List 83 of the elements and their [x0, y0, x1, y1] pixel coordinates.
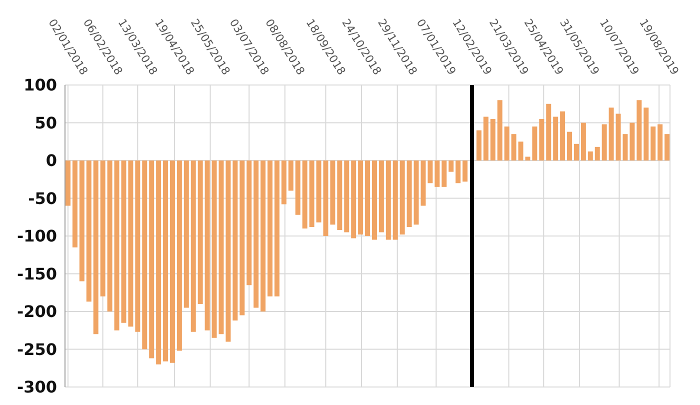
bar [337, 160, 342, 230]
y-tick-label: 50 [34, 113, 57, 132]
bar [204, 160, 210, 330]
bar [644, 108, 649, 160]
bar [135, 160, 140, 332]
bar [476, 130, 482, 160]
bar [309, 160, 314, 227]
bar [274, 160, 280, 296]
bar [630, 122, 635, 160]
bar [497, 100, 502, 160]
bar [602, 124, 607, 160]
bar [149, 160, 154, 358]
bar [288, 160, 294, 191]
bar [302, 160, 308, 228]
bar [400, 160, 405, 234]
bar [372, 160, 377, 240]
bar [442, 160, 447, 187]
bar [490, 118, 496, 160]
bar [100, 160, 106, 296]
bar [567, 132, 572, 160]
y-tick-label: -150 [16, 264, 57, 284]
y-tick-label: -100 [16, 226, 57, 246]
bar [650, 126, 656, 160]
bar [295, 160, 300, 215]
bar [344, 160, 350, 232]
bar [664, 134, 670, 160]
bar [226, 160, 231, 342]
y-tick-label: -250 [16, 340, 57, 359]
bar [93, 160, 98, 334]
bar [79, 160, 84, 282]
bar [594, 146, 600, 160]
bar [232, 160, 238, 321]
bar [511, 134, 516, 160]
bar [128, 160, 134, 327]
bar [406, 160, 412, 227]
bar [574, 144, 579, 160]
bar [580, 122, 586, 160]
bar [86, 160, 92, 302]
bar [170, 160, 175, 363]
bar [588, 151, 593, 160]
y-tick-label: -50 [28, 188, 57, 208]
bar [163, 160, 168, 362]
bar [72, 160, 78, 248]
bar [351, 160, 356, 238]
bar [483, 116, 488, 160]
bar [176, 160, 182, 351]
y-tick-label: 100 [24, 76, 57, 95]
bar [198, 160, 203, 304]
bar [107, 160, 112, 312]
bar [392, 160, 398, 240]
bar [142, 160, 148, 350]
bar [66, 160, 71, 206]
y-tick-label: -200 [16, 302, 57, 322]
bar [434, 160, 440, 187]
bar [254, 160, 259, 308]
bar [246, 160, 252, 286]
bar [560, 111, 566, 160]
y-tick-label: -300 [16, 378, 57, 397]
bar [532, 126, 538, 160]
bar [268, 160, 272, 296]
bar [553, 116, 558, 160]
bar [546, 104, 552, 160]
bar [448, 160, 454, 172]
bar [365, 160, 370, 236]
bar [184, 160, 189, 308]
bar [462, 160, 468, 182]
bar [330, 160, 336, 225]
bar [240, 160, 245, 316]
y-tick-label: 0 [46, 151, 57, 170]
bar [456, 160, 461, 184]
bar [608, 108, 614, 160]
bar [428, 160, 433, 184]
bar [358, 160, 364, 234]
bar [156, 160, 162, 364]
bar [504, 126, 510, 160]
bar [636, 100, 642, 160]
bar [386, 160, 391, 240]
bar [260, 160, 266, 312]
bar [281, 160, 286, 204]
bar [378, 160, 384, 232]
bar [658, 124, 663, 160]
bar [190, 160, 196, 332]
bar [539, 118, 544, 160]
